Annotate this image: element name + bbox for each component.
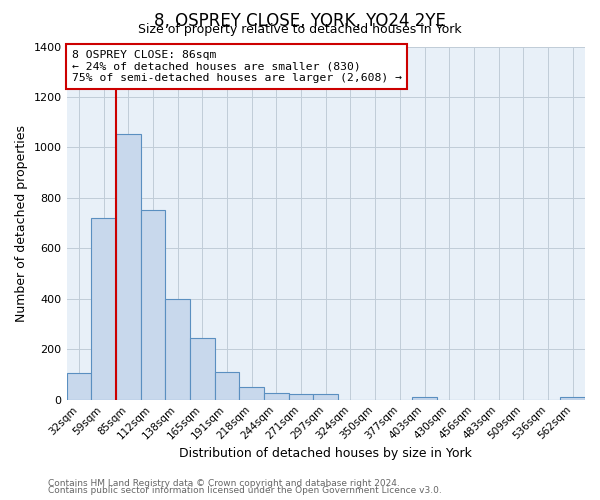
Bar [313, 394, 338, 400]
Bar [140, 210, 165, 400]
Bar [412, 397, 437, 400]
Text: Contains public sector information licensed under the Open Government Licence v3: Contains public sector information licen… [48, 486, 442, 495]
Bar [116, 134, 140, 400]
Bar [264, 392, 289, 400]
Bar [215, 372, 239, 400]
Text: Size of property relative to detached houses in York: Size of property relative to detached ho… [138, 22, 462, 36]
Text: Contains HM Land Registry data © Crown copyright and database right 2024.: Contains HM Land Registry data © Crown c… [48, 478, 400, 488]
Bar [67, 373, 91, 400]
Bar [239, 387, 264, 400]
Text: 8, OSPREY CLOSE, YORK, YO24 2YE: 8, OSPREY CLOSE, YORK, YO24 2YE [154, 12, 446, 30]
Text: 8 OSPREY CLOSE: 86sqm
← 24% of detached houses are smaller (830)
75% of semi-det: 8 OSPREY CLOSE: 86sqm ← 24% of detached … [72, 50, 402, 83]
Bar [190, 338, 215, 400]
Y-axis label: Number of detached properties: Number of detached properties [15, 124, 28, 322]
Bar [560, 397, 585, 400]
Bar [289, 394, 313, 400]
Bar [91, 218, 116, 400]
X-axis label: Distribution of detached houses by size in York: Distribution of detached houses by size … [179, 447, 472, 460]
Bar [165, 299, 190, 400]
